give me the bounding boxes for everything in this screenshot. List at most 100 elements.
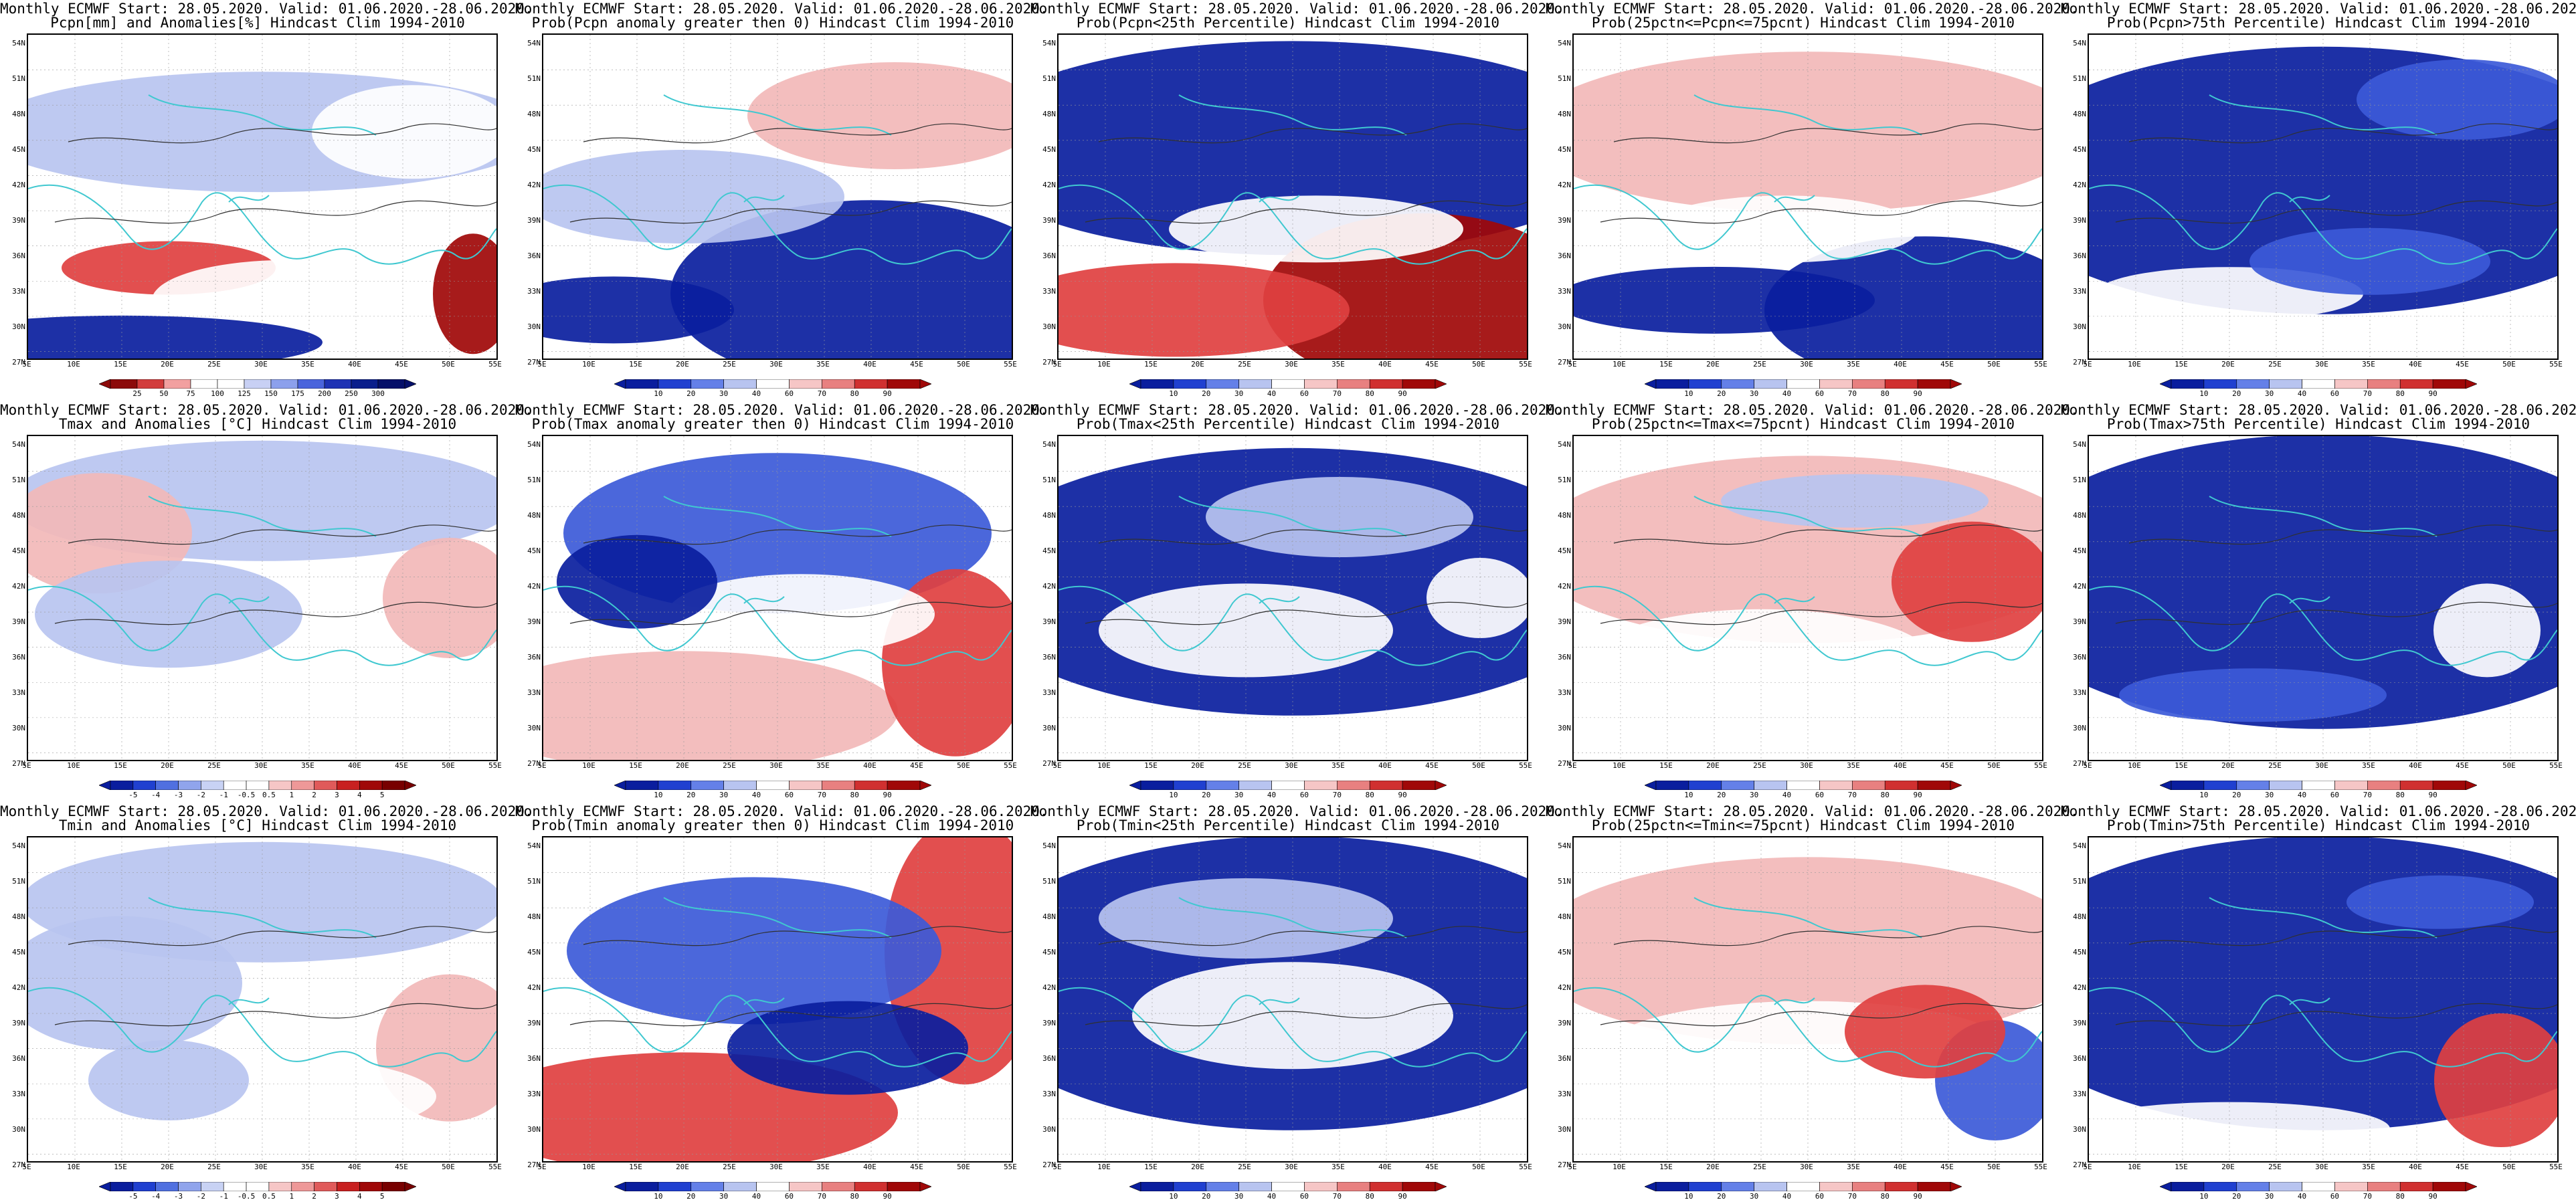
lon-tick-label: 45E [1425,1163,1439,1171]
coastline [1574,496,2042,666]
shaded-field-region [727,1001,968,1095]
map-canvas [1574,35,2042,359]
lon-tick-label: 5E [2083,1163,2092,1171]
lat-tick-label: 33N [1558,1090,1571,1098]
colorbar-segment [110,379,138,389]
lat-tick-label: 39N [1558,617,1571,626]
colorbar-label: 20 [1202,1192,1211,1201]
lon-tick-label: 35E [1847,360,1860,369]
lat-tick-label: 39N [1558,1019,1571,1027]
lat-tick-label: 42N [1042,983,1056,992]
lon-tick-label: 45E [1940,761,1954,770]
lon-tick-label: 5E [22,761,31,770]
colorbar-segment [1271,781,1305,790]
colorbar-segment [2171,781,2205,790]
colorbar-segment [178,1182,201,1191]
lon-tick-label: 40E [2409,1163,2422,1171]
colorbar-label: 40 [1782,1192,1792,1201]
shaded-field-region [2357,59,2557,140]
map-canvas [543,837,1012,1161]
colorbar-segment [163,379,191,389]
colorbar-label: 60 [784,1192,794,1201]
shaded-field-region [28,916,242,1050]
colorbar-segment [223,781,247,790]
contour-lines [2115,926,2557,1027]
colorbar-arrow-right [919,1182,931,1191]
lon-tick-label: 50E [957,1163,970,1171]
colorbar-label: 1 [289,1192,294,1201]
map-canvas [2089,35,2557,359]
lon-tick-label: 5E [1052,761,1062,770]
coastline [28,897,496,1068]
lat-tick-label: 54N [527,39,541,47]
colorbar-arrow-right [2465,781,2477,790]
map-area [1572,435,2043,761]
colorbar-label: 60 [2330,389,2340,398]
colorbar-segment [190,379,218,389]
colorbar-segment [2367,781,2401,790]
colorbar-label: 80 [1365,1192,1374,1201]
shaded-field-region [1132,962,1453,1070]
colorbar-label: 90 [2428,389,2437,398]
colorbar-label: 20 [2232,389,2241,398]
colorbar-label: 20 [2232,1192,2241,1201]
colorbar-segment [2399,1182,2433,1191]
lat-tick-label: 36N [12,653,25,662]
coastline [1059,897,1527,1068]
colorbar-label: -1 [219,791,228,799]
map-panel: Monthly ECMWF Start: 28.05.2020. Valid: … [0,803,533,1204]
colorbar-label: 80 [1365,389,1374,398]
panel-title-line2: Tmin and Anomalies [°C] Hindcast Clim 19… [58,817,457,833]
colorbar-label: -1 [219,1192,228,1201]
map-area [1057,836,1528,1163]
lon-tick-label: 50E [1472,1163,1485,1171]
lon-tick-label: 15E [114,1163,127,1171]
lon-tick-label: 10E [582,360,595,369]
panel-title-line2: Prob(Tmax>75th Percentile) Hindcast Clim… [2106,416,2531,432]
shaded-field-region [312,85,496,179]
colorbar-segment [337,781,360,790]
lat-tick-label: 27N [12,759,25,768]
lat-tick-label: 36N [2073,1054,2086,1063]
lon-tick-label: 25E [1238,761,1251,770]
colorbar-arrow-left [2160,781,2172,790]
map-panel: Monthly ECMWF Start: 28.05.2020. Valid: … [0,401,533,803]
colorbar-arrow-right [1950,781,1962,790]
map-panel: Monthly ECMWF Start: 28.05.2020. Valid: … [1030,401,1564,803]
colorbar-arrow-right [1950,379,1962,389]
lon-tick-label: 45E [2456,360,2469,369]
colorbar-segment [132,781,156,790]
colorbar-segment [1402,379,1436,389]
colorbar-segment [155,781,179,790]
lat-tick-label: 27N [1558,358,1571,367]
panel-title-line1: Monthly ECMWF Start: 28.05.2020. Valid: … [1546,1,2079,17]
colorbar-segment [1369,379,1403,389]
lat-tick-label: 33N [2073,688,2086,697]
colorbar-segment [217,379,245,389]
colorbar-label: 90 [2428,1192,2437,1201]
colorbar-segment [658,781,692,790]
colorbar-segment [2367,1182,2401,1191]
colorbar-label: 2 [312,791,316,799]
colorbar-segment [691,781,724,790]
colorbar-arrow-right [1435,379,1447,389]
lon-tick-label: 25E [2268,761,2282,770]
lat-tick-label: 33N [1558,287,1571,296]
colorbar-segment [2203,379,2237,389]
lat-tick-label: 48N [2073,511,2086,520]
colorbar-segment [1402,1182,1436,1191]
lon-tick-label: 50E [957,761,970,770]
colorbar-segment [1238,379,1272,389]
colorbar-segment [756,1182,790,1191]
lon-tick-label: 5E [1568,360,1577,369]
colorbar [2160,1182,2477,1191]
colorbar-arrow-left [99,781,111,790]
colorbar-segment [291,1182,314,1191]
lat-tick-label: 33N [527,688,541,697]
lat-tick-label: 48N [1558,912,1571,921]
lon-tick-label: 40E [1378,1163,1392,1171]
colorbar-segment [2302,1182,2335,1191]
colorbar-arrow-left [1645,1182,1657,1191]
colorbar-label: 70 [2363,389,2372,398]
lon-tick-label: 5E [1568,761,1577,770]
